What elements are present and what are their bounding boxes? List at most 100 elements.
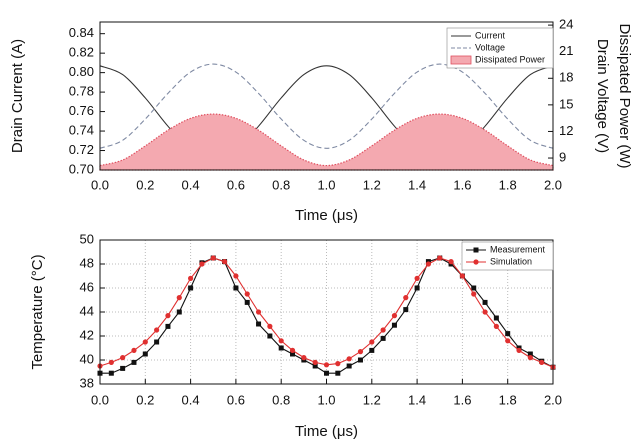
y-tick-label: 0.72 [69,142,94,157]
marker [527,351,533,357]
marker [516,347,522,353]
marker [346,363,352,369]
y-tick-label: 0.76 [69,103,94,118]
marker [210,255,216,261]
marker [482,309,488,315]
marker [357,349,364,355]
marker [403,295,409,301]
marker [165,313,171,319]
plot-frame [99,21,554,171]
x-tick-label: 1.4 [408,392,426,407]
x-tick-label: 1.8 [499,392,517,407]
marker [505,331,511,337]
y2-axis-title: Drain Voltage (V) [594,39,611,153]
marker [233,285,239,291]
legend-marker [473,259,479,265]
y2-tick-label: 24 [559,17,573,32]
y2-tick-label: 12 [559,123,573,138]
legend-label: Measurement [490,244,546,254]
marker [369,339,375,345]
marker [142,351,148,357]
marker [448,259,454,265]
marker [278,345,284,351]
marker [471,291,477,297]
marker [471,285,477,291]
y-tick-label: 0.84 [69,25,94,40]
marker [403,307,409,313]
marker [346,356,352,362]
marker [312,359,318,365]
x-tick-label: 0.0 [91,177,109,192]
marker [199,261,205,267]
marker [256,321,262,327]
marker [233,273,239,279]
marker [154,327,160,333]
marker [290,351,296,357]
y-tick-label: 0.78 [69,84,94,99]
x-tick-label: 0.2 [136,392,154,407]
x-tick-label: 1.2 [363,392,381,407]
legend-label: Simulation [490,256,532,266]
marker [154,339,160,345]
marker [493,315,499,321]
marker [414,275,420,281]
y-axis-title: Drain Current (A) [9,39,26,153]
marker [131,359,137,365]
marker [188,275,194,281]
x-tick-label: 1.4 [408,177,426,192]
y2-tick-label: 15 [559,96,573,111]
area [99,113,554,171]
x-tick-label: 0.6 [227,392,245,407]
x-axis-title: Time (μs) [295,423,358,440]
y-tick-label: 0.74 [69,122,94,137]
marker [369,347,375,353]
marker [131,347,137,353]
x-tick-label: 0.6 [227,177,245,192]
x-tick-label: 2.0 [544,177,562,192]
marker [539,359,545,365]
y-tick-label: 50 [80,231,94,246]
marker [493,323,499,329]
marker [505,338,511,344]
marker [244,291,250,297]
y-tick-label: 44 [80,303,94,318]
y-tick-label: 38 [80,375,94,390]
x-tick-label: 1.6 [453,392,471,407]
legend-swatch [450,55,472,65]
marker [414,285,420,291]
marker [425,261,432,267]
marker [391,322,397,328]
y-axis-title: Temperature (°C) [29,254,46,369]
legend-label: Current [475,30,506,40]
x-tick-label: 0.8 [272,177,290,192]
marker [267,333,273,339]
marker [323,362,330,368]
marker [380,335,386,341]
y-tick-label: 42 [80,327,94,342]
marker [459,273,465,279]
y-tick-label: 40 [80,351,94,366]
legend-label: Voltage [475,42,505,52]
marker [527,355,533,361]
x-tick-label: 0.0 [91,392,109,407]
x-tick-label: 0.8 [272,392,290,407]
y2-tick-label: 18 [559,70,573,85]
marker [188,285,194,291]
y2-tick-label: 9 [559,149,566,164]
plot-frame [99,239,554,385]
marker [324,370,329,376]
line [99,63,554,149]
legend-marker [473,247,479,253]
legend-box [461,241,554,271]
marker [267,323,273,329]
x-tick-label: 0.4 [182,392,200,407]
y-tick-label: 0.82 [69,45,94,60]
marker [391,313,398,319]
marker [120,355,126,361]
marker [335,361,341,367]
marker [289,347,296,353]
marker [176,309,182,315]
y2-axis-title: Dissipated Power (W) [616,23,633,168]
